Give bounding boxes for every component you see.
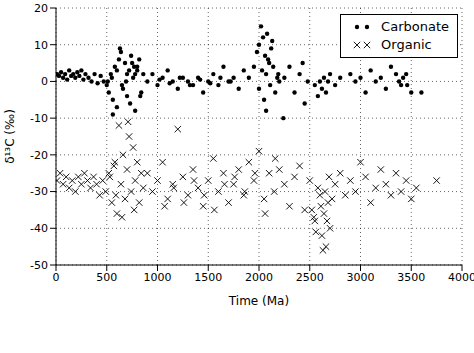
svg-text:3500: 3500 (397, 271, 425, 284)
svg-text:1500: 1500 (194, 271, 222, 284)
svg-text:Time (Ma): Time (Ma) (228, 294, 289, 308)
svg-text:-50: -50 (30, 259, 48, 272)
svg-text:δ¹³C (‰): δ¹³C (‰) (8, 109, 17, 164)
svg-text:20: 20 (34, 2, 48, 15)
html-text:Carbonate: Carbonate (381, 19, 449, 34)
svg-text:-30: -30 (30, 185, 48, 198)
svg-text:4000: 4000 (448, 271, 466, 284)
svg-text:2500: 2500 (296, 271, 324, 284)
svg-text:2000: 2000 (245, 271, 273, 284)
html-text:Organic: Organic (381, 37, 432, 52)
svg-text:0: 0 (53, 271, 60, 284)
svg-text:500: 500 (96, 271, 117, 284)
svg-text:0: 0 (41, 75, 48, 88)
svg-text:3000: 3000 (347, 271, 375, 284)
svg-text:-40: -40 (30, 222, 48, 235)
svg-text:1000: 1000 (144, 271, 172, 284)
svg-text:-20: -20 (30, 149, 48, 162)
svg-text:10: 10 (34, 39, 48, 52)
svg-text:-10: -10 (30, 112, 48, 125)
